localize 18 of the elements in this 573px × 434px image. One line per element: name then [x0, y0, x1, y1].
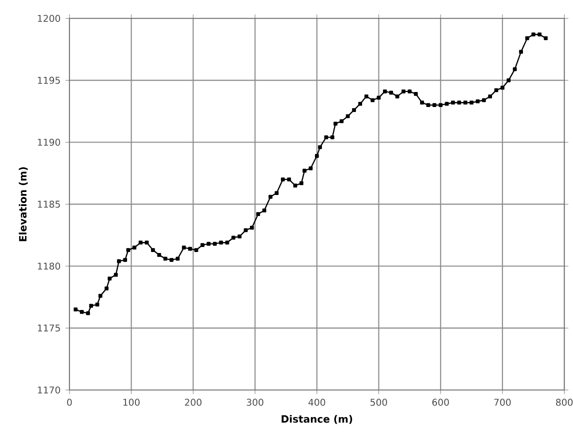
x-tick-label: 400: [308, 398, 326, 406]
y-tick-label: 1200: [38, 14, 60, 22]
x-tick-label: 800: [556, 398, 573, 406]
x-tick-label: 0: [67, 398, 72, 406]
x-tick-label: 600: [432, 398, 449, 406]
y-tick-label: 1190: [38, 138, 60, 146]
y-tick-label: 1175: [38, 324, 60, 332]
y-tick-label: 1170: [38, 386, 60, 394]
y-tick-label: 1180: [38, 262, 60, 270]
x-tick-label: 300: [246, 398, 264, 406]
y-tick-label: 1185: [38, 200, 60, 208]
x-tick-label: 100: [123, 398, 140, 406]
x-tick-label: 700: [494, 398, 511, 406]
x-tick-label: 500: [370, 398, 388, 406]
x-axis-title: Distance (m): [282, 414, 352, 424]
y-axis-title: Elevation (m): [18, 167, 28, 242]
y-tick-label: 1195: [38, 76, 60, 84]
x-tick-label: 200: [184, 398, 202, 406]
